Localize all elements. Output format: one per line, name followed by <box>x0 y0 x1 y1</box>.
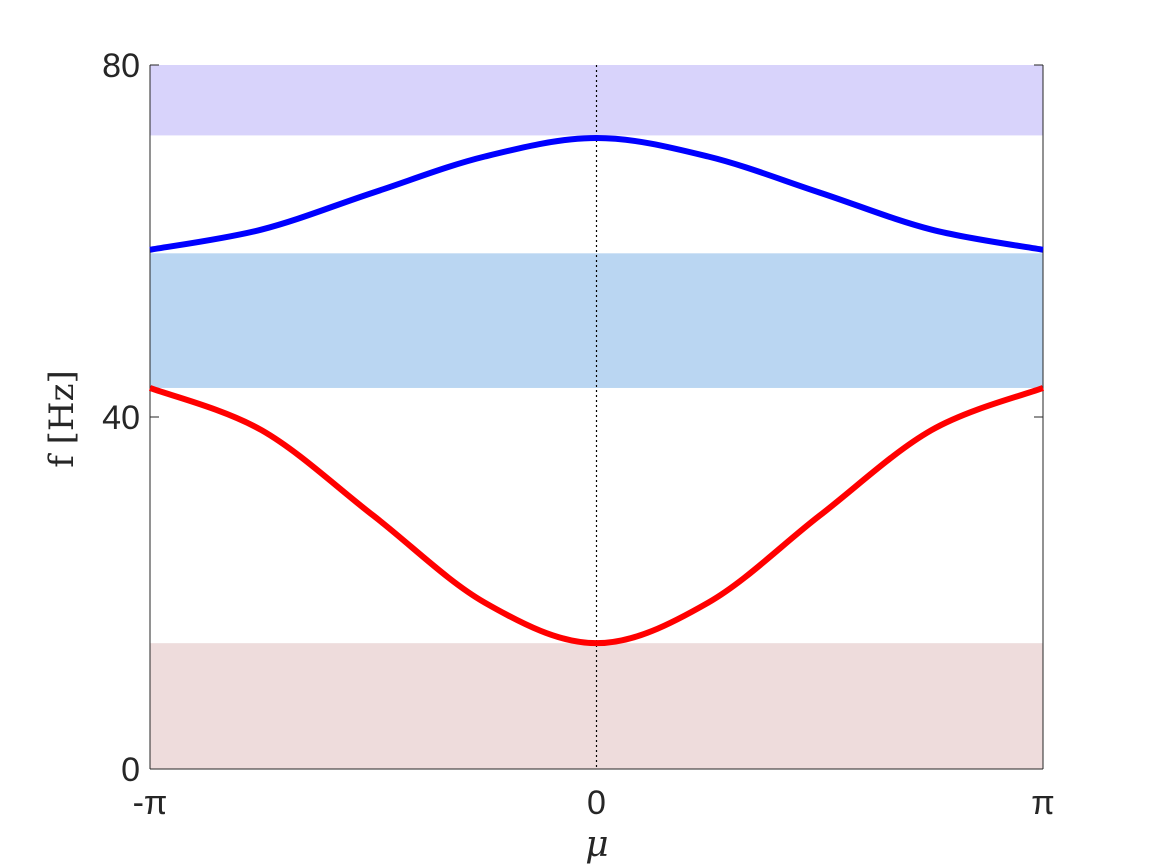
series-lines <box>148 135 1045 647</box>
x-tick-label-1: 0 <box>587 784 606 822</box>
y-tick-label-0: 0 <box>121 751 140 789</box>
y-tick-label-1: 40 <box>102 399 140 437</box>
x-tick-label-2: π <box>1031 784 1054 822</box>
x-tick-label-0: -π <box>133 784 168 822</box>
y-axis-label: f [Hz] <box>42 370 82 467</box>
series-line-1 <box>149 135 1044 253</box>
x-axis-label: μ <box>585 824 608 864</box>
axes <box>149 64 1044 770</box>
series-line-0 <box>148 385 1045 647</box>
y-tick-label-2: 80 <box>102 47 140 85</box>
